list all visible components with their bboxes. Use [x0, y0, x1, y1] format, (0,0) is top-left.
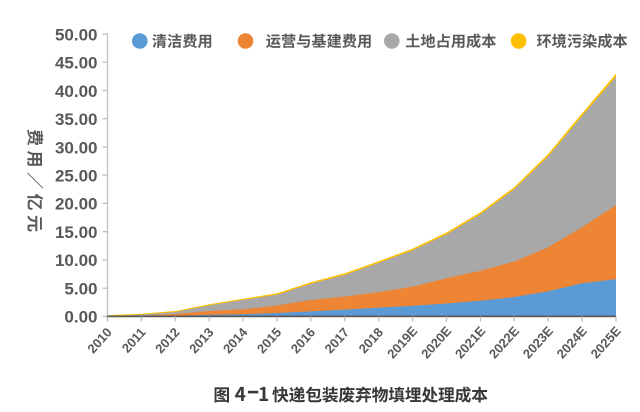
svg-text:2016: 2016 — [288, 325, 318, 357]
svg-text:2020E: 2020E — [418, 323, 455, 361]
svg-text:45.00: 45.00 — [55, 54, 98, 73]
svg-text:5.00: 5.00 — [64, 280, 97, 299]
svg-text:2025E: 2025E — [588, 323, 625, 361]
svg-text:2014: 2014 — [220, 324, 251, 356]
svg-text:2015: 2015 — [254, 325, 284, 357]
svg-text:2023E: 2023E — [520, 323, 557, 361]
svg-text:10.00: 10.00 — [55, 251, 98, 270]
svg-text:2021E: 2021E — [452, 323, 489, 361]
svg-text:2018: 2018 — [356, 325, 386, 357]
svg-text:2013: 2013 — [186, 325, 216, 357]
svg-text:2024E: 2024E — [554, 323, 591, 361]
svg-text:2012: 2012 — [152, 325, 182, 357]
svg-text:35.00: 35.00 — [55, 110, 98, 129]
svg-text:25.00: 25.00 — [55, 167, 98, 186]
svg-text:2019E: 2019E — [384, 323, 421, 361]
svg-text:20.00: 20.00 — [55, 195, 98, 214]
svg-text:0.00: 0.00 — [64, 308, 97, 327]
svg-text:50.00: 50.00 — [55, 25, 98, 44]
svg-text:30.00: 30.00 — [55, 138, 98, 157]
svg-text:2010: 2010 — [84, 325, 114, 357]
svg-text:15.00: 15.00 — [55, 223, 98, 242]
svg-text:2017: 2017 — [322, 325, 352, 357]
svg-text:40.00: 40.00 — [55, 82, 98, 101]
svg-text:2011: 2011 — [119, 325, 149, 356]
svg-text:2022E: 2022E — [486, 323, 523, 361]
